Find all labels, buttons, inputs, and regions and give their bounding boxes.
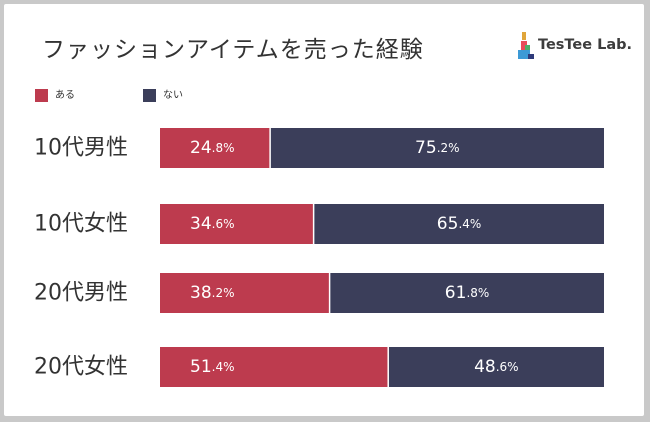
bar-segment-yes bbox=[160, 347, 389, 387]
data-label-no: 61.8% bbox=[445, 283, 490, 303]
data-label-no: 75.2% bbox=[415, 138, 460, 158]
legend-label-yes: ある bbox=[55, 90, 75, 101]
category-label: 20代男性 bbox=[34, 281, 128, 306]
flask-icon bbox=[518, 32, 534, 59]
legend-swatch-no bbox=[143, 89, 156, 102]
stacked-bar-chart: 10代男性 24.8% 75.2% 10代女性 34.6% 65.4% 20代男性 38.2%… bbox=[34, 128, 604, 387]
bar-segment-yes bbox=[160, 204, 314, 244]
category-label: 10代女性 bbox=[34, 212, 128, 237]
data-label-yes: 24.8% bbox=[190, 138, 235, 158]
category-label: 20代女性 bbox=[34, 355, 128, 380]
legend-label-no: ない bbox=[163, 90, 183, 101]
data-label-no: 65.4% bbox=[437, 214, 482, 234]
chart-card: ファッションアイテムを売った経験 TesTee Lab. ある ない 10代男性… bbox=[4, 4, 644, 416]
bar-segment-no bbox=[329, 273, 604, 313]
legend-swatch-yes bbox=[35, 89, 48, 102]
data-label-yes: 51.4% bbox=[190, 357, 235, 377]
chart-title: ファッションアイテムを売った経験 bbox=[42, 37, 424, 63]
bar-segment-no bbox=[270, 128, 604, 168]
data-label-no: 48.6% bbox=[474, 357, 519, 377]
category-label: 10代男性 bbox=[34, 136, 128, 161]
bar-segment-no bbox=[313, 204, 604, 244]
bar-segment-yes bbox=[160, 273, 330, 313]
data-label-yes: 34.6% bbox=[190, 214, 235, 234]
data-label-yes: 38.2% bbox=[190, 283, 235, 303]
bar-segment-no bbox=[388, 347, 604, 387]
bar-segment-yes bbox=[160, 128, 271, 168]
logo-text: TesTee Lab. bbox=[538, 37, 633, 53]
